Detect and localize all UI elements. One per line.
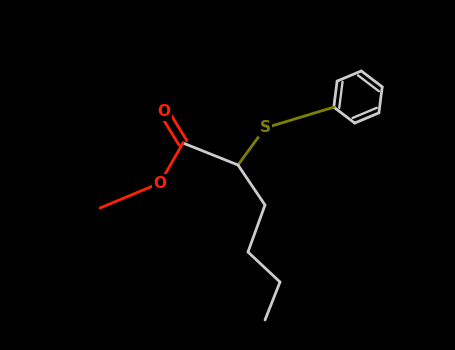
Text: S: S bbox=[259, 120, 271, 135]
Text: O: O bbox=[157, 105, 171, 119]
Text: O: O bbox=[153, 175, 167, 190]
